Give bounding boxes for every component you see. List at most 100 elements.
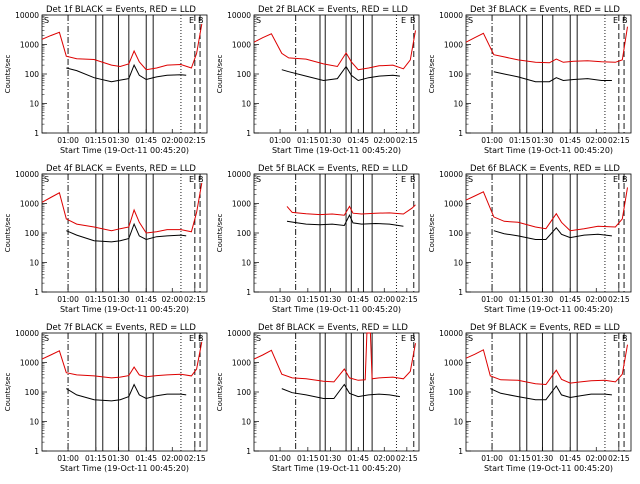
y-axis-label: Counts/sec bbox=[216, 214, 224, 253]
y-tick-label: 10000 bbox=[227, 170, 251, 179]
plot-frame bbox=[253, 173, 420, 293]
y-tick-label: 1 bbox=[34, 129, 39, 138]
series-lld-line bbox=[41, 341, 203, 379]
x-tick-label: 01:15 bbox=[85, 454, 107, 463]
x-axis-label: Start Time (19-Oct-11 00:45:20) bbox=[60, 146, 189, 155]
end-marker-label: E bbox=[613, 334, 618, 343]
y-tick-label: 10 bbox=[29, 100, 39, 109]
y-tick-label: 1 bbox=[458, 288, 463, 297]
y-tick-label: 100 bbox=[449, 229, 464, 238]
panel-5: Det 5f BLACK = Events, RED = LLD 1 10 100 10… bbox=[216, 164, 420, 314]
y-tick-label: 1000 bbox=[232, 359, 251, 368]
y-tick-label: 10000 bbox=[227, 329, 251, 338]
x-tick-label: 01:30 bbox=[108, 454, 130, 463]
x-axis-label: Start Time (19-Oct-11 00:45:20) bbox=[272, 464, 401, 473]
panel-title: Det 3f BLACK = Events, RED = LLD bbox=[470, 5, 620, 15]
y-tick-label: 1000 bbox=[20, 200, 39, 209]
x-tick-label: 02:00 bbox=[373, 295, 395, 304]
end-marker-label: E bbox=[401, 16, 406, 25]
y-tick-label: 1000 bbox=[444, 41, 463, 50]
y-tick-label: 10 bbox=[453, 418, 463, 427]
x-tick-label: 02:15 bbox=[396, 295, 418, 304]
x-tick-label: 01:15 bbox=[297, 454, 319, 463]
y-axis-label: Counts/sec bbox=[428, 214, 436, 253]
panel-title: Det 6f BLACK = Events, RED = LLD bbox=[470, 164, 620, 174]
start-marker-label: S bbox=[468, 175, 473, 184]
y-tick-label: 10 bbox=[453, 100, 463, 109]
series-lld-line bbox=[286, 204, 416, 216]
y-tick-label: 100 bbox=[237, 70, 252, 79]
y-tick-label: 100 bbox=[25, 388, 40, 397]
plot-frame bbox=[41, 173, 208, 293]
x-tick-label: 01:00 bbox=[481, 136, 503, 145]
x-tick-label: 02:15 bbox=[184, 136, 206, 145]
series-lld-line bbox=[41, 23, 203, 71]
y-tick-label: 10000 bbox=[439, 170, 463, 179]
series-lld-line bbox=[253, 332, 416, 383]
y-tick-label: 1000 bbox=[20, 41, 39, 50]
plot-frame bbox=[41, 332, 208, 452]
y-tick-label: 100 bbox=[449, 388, 464, 397]
x-tick-label: 01:15 bbox=[297, 295, 319, 304]
x-tick-label: 02:00 bbox=[373, 136, 395, 145]
x-tick-label: 01:30 bbox=[320, 454, 342, 463]
panel-2: Det 2f BLACK = Events, RED = LLD 1 10 100 10… bbox=[216, 5, 420, 155]
x-tick-label: 01:30 bbox=[108, 295, 130, 304]
plot-frame bbox=[465, 332, 632, 452]
y-tick-label: 100 bbox=[237, 388, 252, 397]
series-events-line bbox=[493, 71, 612, 83]
plot-frame bbox=[465, 14, 632, 134]
plot-frame bbox=[253, 332, 420, 452]
background-marker-label: B bbox=[198, 334, 204, 343]
end-marker-label: E bbox=[189, 334, 194, 343]
x-tick-label: 01:45 bbox=[135, 295, 157, 304]
end-marker-label: E bbox=[613, 175, 618, 184]
panel-title: Det 4f BLACK = Events, RED = LLD bbox=[46, 164, 196, 174]
x-tick-label: 01:45 bbox=[135, 136, 157, 145]
x-tick-label: 01:00 bbox=[57, 136, 79, 145]
start-marker-label: S bbox=[256, 16, 261, 25]
y-tick-label: 1000 bbox=[20, 359, 39, 368]
start-marker-label: S bbox=[256, 175, 261, 184]
x-tick-label: 02:15 bbox=[184, 454, 206, 463]
x-tick-label: 02:15 bbox=[184, 295, 206, 304]
y-tick-label: 1000 bbox=[232, 200, 251, 209]
panel-3: Det 3f BLACK = Events, RED = LLD 1 10 100 10… bbox=[428, 5, 632, 155]
panel-9: Det 9f BLACK = Events, RED = LLD 1 10 100 10… bbox=[428, 323, 632, 473]
x-tick-label: 02:00 bbox=[161, 454, 183, 463]
y-tick-label: 1 bbox=[34, 447, 39, 456]
panel-title: Det 5f BLACK = Events, RED = LLD bbox=[258, 164, 408, 174]
panel-title: Det 7f BLACK = Events, RED = LLD bbox=[46, 323, 196, 333]
series-events-line bbox=[66, 63, 187, 83]
x-tick-label: 01:30 bbox=[320, 295, 342, 304]
y-tick-label: 10 bbox=[241, 100, 251, 109]
x-tick-label: 01:15 bbox=[509, 136, 531, 145]
x-tick-label: 01:45 bbox=[559, 295, 581, 304]
panel-7: Det 7f BLACK = Events, RED = LLD 1 10 100 10… bbox=[4, 323, 208, 473]
x-tick-label: 01:30 bbox=[108, 136, 130, 145]
x-tick-label: 01:15 bbox=[85, 295, 107, 304]
series-events-line bbox=[66, 222, 187, 243]
start-marker-label: S bbox=[44, 16, 49, 25]
background-marker-label: B bbox=[198, 175, 204, 184]
y-axis-label: Counts/sec bbox=[216, 55, 224, 94]
y-tick-label: 1 bbox=[34, 288, 39, 297]
y-tick-label: 10 bbox=[241, 259, 251, 268]
series-events-line bbox=[286, 214, 404, 227]
x-tick-label: 02:15 bbox=[396, 454, 418, 463]
end-marker-label: E bbox=[613, 16, 618, 25]
panel-title: Det 9f BLACK = Events, RED = LLD bbox=[470, 323, 620, 333]
background-marker-label: B bbox=[622, 175, 628, 184]
panel-title: Det 1f BLACK = Events, RED = LLD bbox=[46, 5, 196, 15]
x-axis-label: Start Time (19-Oct-11 00:45:20) bbox=[60, 305, 189, 314]
series-lld-line bbox=[41, 182, 203, 234]
end-marker-label: E bbox=[401, 175, 406, 184]
y-tick-label: 10000 bbox=[439, 329, 463, 338]
x-tick-label: 01:00 bbox=[481, 454, 503, 463]
series-lld-line bbox=[253, 30, 416, 71]
panel-title: Det 8f BLACK = Events, RED = LLD bbox=[258, 323, 408, 333]
start-marker-label: S bbox=[256, 334, 261, 343]
start-marker-label: S bbox=[44, 334, 49, 343]
